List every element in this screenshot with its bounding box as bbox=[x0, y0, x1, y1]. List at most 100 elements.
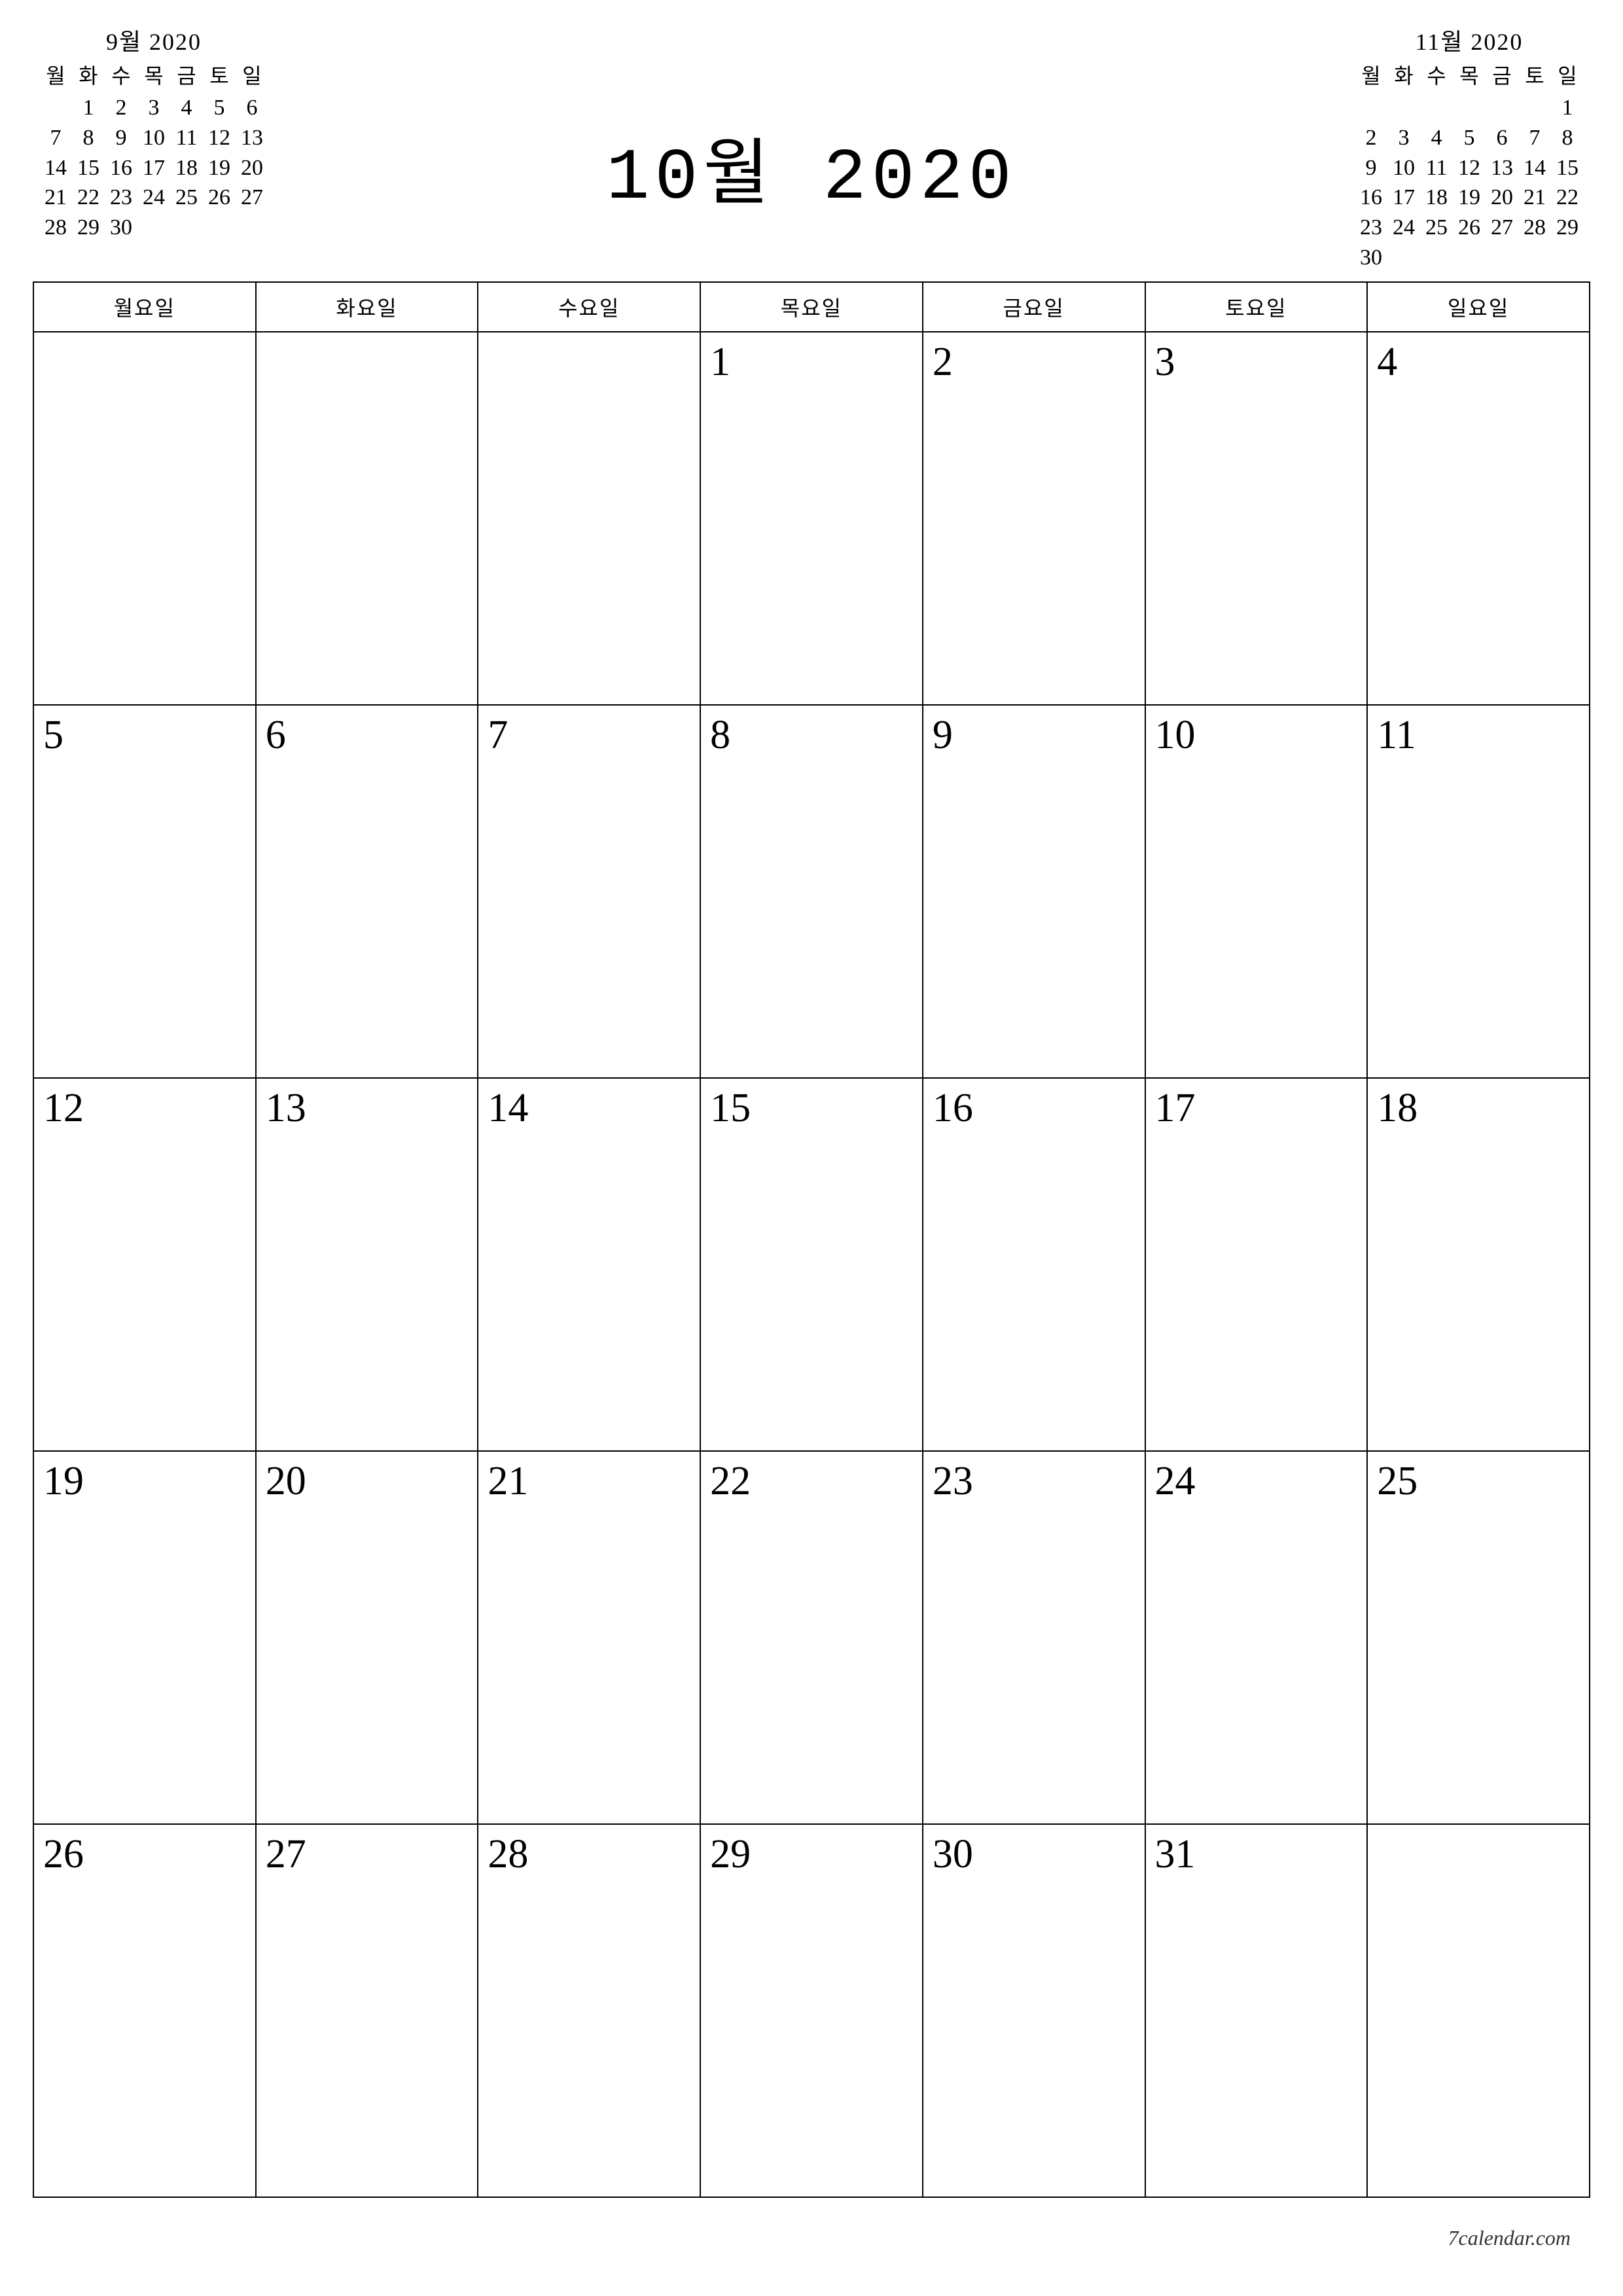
mini-day-cell: 2 bbox=[1355, 123, 1387, 153]
mini-day-cell: 2 bbox=[105, 93, 137, 123]
mini-day-cell: 21 bbox=[39, 183, 72, 213]
mini-day-cell: 17 bbox=[1387, 183, 1420, 213]
calendar-day-cell bbox=[478, 332, 700, 705]
calendar-day-cell: 18 bbox=[1367, 1078, 1590, 1451]
mini-day-cell: 21 bbox=[1518, 183, 1551, 213]
mini-day-cell bbox=[1518, 243, 1551, 273]
calendar-day-cell: 23 bbox=[923, 1451, 1145, 1824]
mini-day-cell bbox=[39, 93, 72, 123]
mini-day-cell: 27 bbox=[1486, 213, 1518, 243]
mini-day-cell: 11 bbox=[1420, 153, 1453, 183]
mini-dow-cell: 월 bbox=[39, 62, 72, 90]
mini-dow-cell: 일 bbox=[236, 62, 268, 90]
mini-day-cell: 22 bbox=[72, 183, 105, 213]
calendar-day-cell: 17 bbox=[1145, 1078, 1368, 1451]
mini-dow-cell: 토 bbox=[1518, 62, 1551, 90]
calendar-day-cell: 19 bbox=[33, 1451, 256, 1824]
next-month-title: 11월 2020 bbox=[1355, 26, 1584, 58]
mini-day-cell bbox=[1518, 93, 1551, 123]
mini-day-cell: 12 bbox=[203, 123, 236, 153]
mini-day-cell: 19 bbox=[1453, 183, 1486, 213]
next-month-grid: 1234567891011121314151617181920212223242… bbox=[1355, 93, 1584, 273]
prev-month-grid: 1234567891011121314151617181920212223242… bbox=[39, 93, 268, 243]
mini-day-cell: 28 bbox=[1518, 213, 1551, 243]
prev-month-mini-calendar: 9월 2020 월 화 수 목 금 토 일 123456789101112131… bbox=[39, 26, 268, 243]
mini-day-cell: 15 bbox=[1551, 153, 1584, 183]
mini-day-cell: 22 bbox=[1551, 183, 1584, 213]
main-calendar-table: 월요일 화요일 수요일 목요일 금요일 토요일 일요일 123456789101… bbox=[33, 281, 1590, 2198]
weekday-header: 금요일 bbox=[923, 282, 1145, 332]
mini-day-cell: 9 bbox=[1355, 153, 1387, 183]
calendar-day-cell: 8 bbox=[700, 705, 923, 1078]
mini-dow-cell: 목 bbox=[137, 62, 170, 90]
calendar-day-cell: 12 bbox=[33, 1078, 256, 1451]
mini-day-cell: 8 bbox=[1551, 123, 1584, 153]
mini-dow-cell: 월 bbox=[1355, 62, 1387, 90]
mini-day-cell: 16 bbox=[1355, 183, 1387, 213]
mini-day-cell: 3 bbox=[137, 93, 170, 123]
mini-day-cell: 9 bbox=[105, 123, 137, 153]
calendar-week-row: 262728293031 bbox=[33, 1824, 1590, 2197]
mini-day-cell: 29 bbox=[1551, 213, 1584, 243]
mini-day-cell: 27 bbox=[236, 183, 268, 213]
calendar-day-cell: 27 bbox=[256, 1824, 478, 2197]
mini-day-cell: 19 bbox=[203, 153, 236, 183]
mini-dow-cell: 수 bbox=[1420, 62, 1453, 90]
mini-day-cell: 26 bbox=[1453, 213, 1486, 243]
mini-day-cell: 5 bbox=[1453, 123, 1486, 153]
mini-day-cell bbox=[1486, 243, 1518, 273]
mini-day-cell: 26 bbox=[203, 183, 236, 213]
weekday-header-row: 월요일 화요일 수요일 목요일 금요일 토요일 일요일 bbox=[33, 282, 1590, 332]
mini-day-cell bbox=[1420, 243, 1453, 273]
mini-dow-cell: 화 bbox=[72, 62, 105, 90]
calendar-day-cell bbox=[33, 332, 256, 705]
calendar-day-cell: 24 bbox=[1145, 1451, 1368, 1824]
calendar-day-cell: 30 bbox=[923, 1824, 1145, 2197]
footer-watermark: 7calendar.com bbox=[1448, 2226, 1571, 2250]
next-month-mini-calendar: 11월 2020 월 화 수 목 금 토 일 12345678910111213… bbox=[1355, 26, 1584, 273]
weekday-header: 일요일 bbox=[1367, 282, 1590, 332]
mini-day-cell: 25 bbox=[170, 183, 203, 213]
calendar-day-cell: 5 bbox=[33, 705, 256, 1078]
calendar-day-cell: 2 bbox=[923, 332, 1145, 705]
mini-day-cell bbox=[236, 213, 268, 243]
mini-day-cell: 20 bbox=[1486, 183, 1518, 213]
mini-dow-cell: 목 bbox=[1453, 62, 1486, 90]
mini-day-cell bbox=[1486, 93, 1518, 123]
calendar-header: 9월 2020 월 화 수 목 금 토 일 123456789101112131… bbox=[33, 26, 1590, 281]
mini-day-cell: 13 bbox=[1486, 153, 1518, 183]
weekday-header: 화요일 bbox=[256, 282, 478, 332]
mini-day-cell: 25 bbox=[1420, 213, 1453, 243]
mini-day-cell: 10 bbox=[1387, 153, 1420, 183]
mini-day-cell bbox=[170, 213, 203, 243]
mini-day-cell: 13 bbox=[236, 123, 268, 153]
mini-dow-cell: 화 bbox=[1387, 62, 1420, 90]
main-calendar-body: 1234567891011121314151617181920212223242… bbox=[33, 332, 1590, 2197]
mini-day-cell bbox=[1387, 93, 1420, 123]
prev-month-title: 9월 2020 bbox=[39, 26, 268, 58]
calendar-day-cell: 6 bbox=[256, 705, 478, 1078]
mini-day-cell: 28 bbox=[39, 213, 72, 243]
weekday-header: 월요일 bbox=[33, 282, 256, 332]
prev-month-dow-row: 월 화 수 목 금 토 일 bbox=[39, 62, 268, 90]
mini-day-cell: 24 bbox=[137, 183, 170, 213]
mini-day-cell: 1 bbox=[72, 93, 105, 123]
mini-day-cell: 15 bbox=[72, 153, 105, 183]
mini-day-cell: 12 bbox=[1453, 153, 1486, 183]
calendar-week-row: 19202122232425 bbox=[33, 1451, 1590, 1824]
calendar-day-cell: 10 bbox=[1145, 705, 1368, 1078]
calendar-day-cell bbox=[256, 332, 478, 705]
mini-day-cell: 10 bbox=[137, 123, 170, 153]
calendar-day-cell: 22 bbox=[700, 1451, 923, 1824]
calendar-day-cell: 26 bbox=[33, 1824, 256, 2197]
mini-day-cell: 11 bbox=[170, 123, 203, 153]
calendar-day-cell: 28 bbox=[478, 1824, 700, 2197]
mini-day-cell: 17 bbox=[137, 153, 170, 183]
mini-day-cell: 3 bbox=[1387, 123, 1420, 153]
calendar-day-cell: 31 bbox=[1145, 1824, 1368, 2197]
mini-day-cell: 7 bbox=[1518, 123, 1551, 153]
mini-day-cell bbox=[203, 213, 236, 243]
main-month-title: 10월 2020 bbox=[606, 114, 1016, 220]
mini-day-cell: 5 bbox=[203, 93, 236, 123]
calendar-day-cell: 4 bbox=[1367, 332, 1590, 705]
